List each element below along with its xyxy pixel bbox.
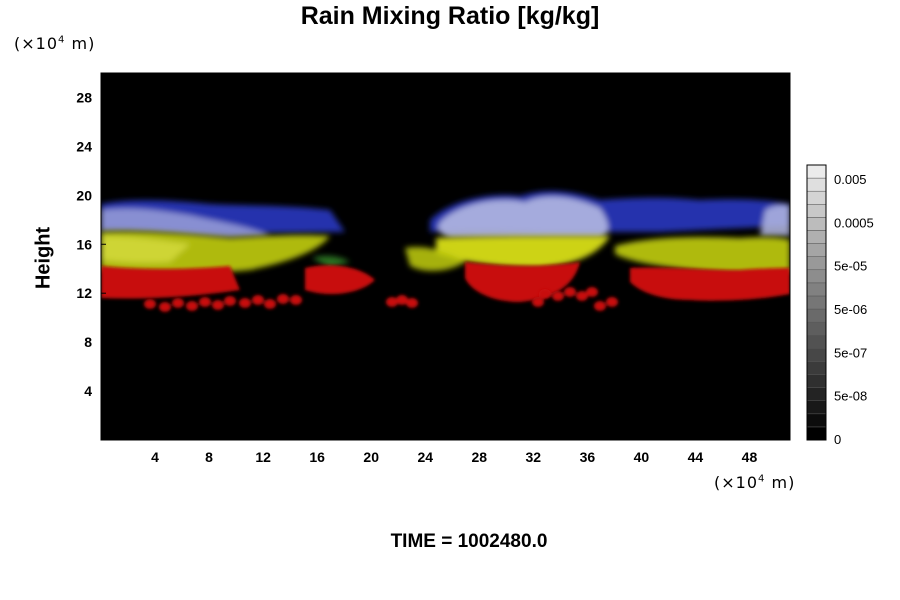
chart-title: Rain Mixing Ratio [kg/kg] xyxy=(300,2,600,30)
colorbar-level xyxy=(806,413,827,428)
colorbar-label: 5e-06 xyxy=(834,302,867,317)
plot-frame xyxy=(100,72,791,441)
y-axis: 4 8 12 16 20 24 28 xyxy=(76,89,106,399)
x-tick-label: 20 xyxy=(363,449,379,465)
colorbar-label: 0.0005 xyxy=(834,215,874,230)
y-tick-label: 24 xyxy=(76,138,92,154)
x-tick-label: 40 xyxy=(634,449,650,465)
colorbar-level xyxy=(806,217,827,231)
x-axis: 4 8 12 16 20 24 28 32 36 40 44 48 xyxy=(151,435,757,465)
y-tick-label: 4 xyxy=(84,383,92,399)
x-tick-label: 28 xyxy=(471,449,487,465)
colorbar-level xyxy=(806,334,827,349)
x-tick-label: 16 xyxy=(309,449,325,465)
red-droplet xyxy=(277,294,289,304)
red-droplet xyxy=(386,297,398,307)
red-droplet xyxy=(186,301,198,311)
colorbar-level xyxy=(806,256,827,271)
y-axis-unit: (×104 m) xyxy=(14,34,96,53)
time-footer: TIME = 1002480.0 xyxy=(390,531,548,552)
red-droplet xyxy=(224,296,236,306)
colorbar-level xyxy=(806,361,827,375)
x-tick-label: 8 xyxy=(205,449,213,465)
red-droplet xyxy=(159,302,171,312)
colorbar-level xyxy=(806,230,827,244)
red-droplet xyxy=(290,295,302,305)
red-layer xyxy=(101,262,790,302)
red-droplet xyxy=(406,298,418,308)
colorbar-level xyxy=(806,387,827,401)
red-droplet xyxy=(172,298,184,308)
x-tick-label: 12 xyxy=(255,449,271,465)
colorbar-level xyxy=(806,269,827,284)
colorbar-level xyxy=(806,164,827,179)
colorbar-label: 0 xyxy=(834,432,841,447)
colorbar-level xyxy=(806,177,827,192)
colorbar-level xyxy=(806,321,827,336)
colorbar-level xyxy=(806,374,827,388)
x-tick-label: 36 xyxy=(580,449,596,465)
y-tick-label: 16 xyxy=(76,236,92,252)
colorbar-level xyxy=(806,282,827,297)
red-droplet xyxy=(252,295,264,305)
red-droplet xyxy=(239,298,251,308)
colorbar-level xyxy=(806,348,827,362)
red-droplet xyxy=(199,297,211,307)
red-droplet xyxy=(594,301,606,311)
red-droplet xyxy=(552,291,564,301)
colorbar-level xyxy=(806,295,827,310)
y-tick-label: 12 xyxy=(76,285,92,301)
red-droplet xyxy=(144,299,156,309)
x-axis-unit: (×104 m) xyxy=(714,473,796,492)
colorbar-label: 0.005 xyxy=(834,172,867,187)
colorbar-level xyxy=(806,308,827,323)
yellow-layer xyxy=(101,231,790,275)
x-tick-label: 4 xyxy=(151,449,159,465)
colorbar: 0.005 0.0005 5e-05 5e-06 5e-07 5e-08 0 xyxy=(806,164,874,447)
rain-field xyxy=(101,191,790,312)
x-tick-label: 32 xyxy=(526,449,542,465)
colorbar-label: 5e-05 xyxy=(834,259,867,274)
y-tick-label: 20 xyxy=(76,187,92,203)
red-droplet xyxy=(539,289,551,299)
y-tick-label: 28 xyxy=(76,89,92,105)
colorbar-level xyxy=(806,190,827,205)
colorbar-level xyxy=(806,243,827,257)
colorbar-level xyxy=(806,426,827,441)
colorbar-level xyxy=(806,204,827,218)
blue-layer xyxy=(101,191,790,238)
colorbar-frame xyxy=(806,164,827,441)
x-tick-label: 44 xyxy=(688,449,704,465)
colorbar-label: 5e-07 xyxy=(834,345,867,360)
red-droplet xyxy=(396,295,408,305)
x-tick-label: 48 xyxy=(742,449,758,465)
x-tick-label: 24 xyxy=(417,449,433,465)
red-droplet xyxy=(576,291,588,301)
red-droplet xyxy=(606,297,618,307)
red-droplet xyxy=(586,287,598,297)
red-droplet xyxy=(212,300,224,310)
colorbar-level xyxy=(806,400,827,415)
red-droplet xyxy=(264,299,276,309)
red-droplet xyxy=(532,297,544,307)
y-tick-label: 8 xyxy=(84,334,92,350)
colorbar-label: 5e-08 xyxy=(834,389,867,404)
red-droplets xyxy=(144,287,618,312)
red-droplet xyxy=(564,287,576,297)
